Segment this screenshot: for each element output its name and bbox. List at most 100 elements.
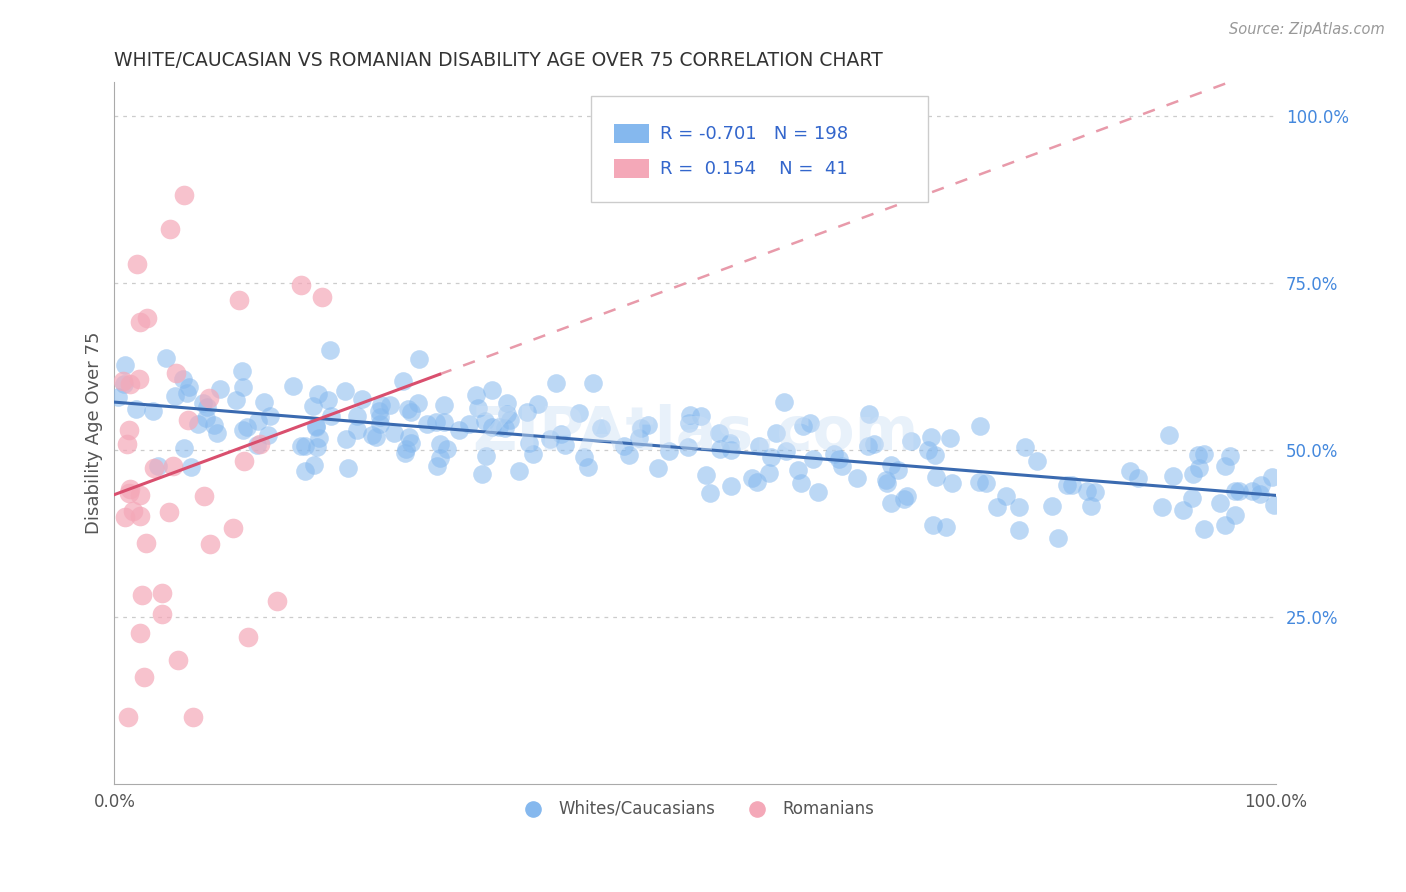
Point (676, 440, 699, 454)
Point (408, 396, 430, 410)
Point (516, 405, 538, 419)
Point (429, 436, 451, 450)
Point (658, 443, 681, 458)
Point (436, 442, 458, 456)
Point (613, 439, 636, 453)
Point (589, 421, 612, 435)
Point (307, 441, 329, 455)
Point (986, 500, 1008, 514)
Point (150, 586, 173, 600)
Point (807, 485, 830, 500)
Point (527, 397, 550, 411)
Point (364, 430, 387, 444)
Point (319, 343, 342, 358)
Point (115, 437, 138, 451)
Point (135, 536, 157, 550)
Point (247, 415, 270, 429)
Point (765, 426, 787, 441)
Point (922, 517, 945, 532)
Point (114, 376, 136, 391)
Point (128, 372, 150, 386)
Point (790, 475, 813, 490)
Point (159, 222, 181, 236)
Point (900, 434, 922, 449)
Point (846, 471, 869, 485)
Point (150, 607, 173, 622)
Text: R = -0.701   N = 198: R = -0.701 N = 198 (661, 125, 849, 143)
Point (1171, 503, 1194, 517)
Point (236, 630, 259, 644)
FancyBboxPatch shape (614, 160, 648, 178)
Point (112, 374, 135, 388)
Point (382, 426, 405, 441)
Point (939, 431, 962, 445)
Point (773, 395, 796, 409)
Point (132, 670, 155, 684)
Point (294, 438, 316, 452)
Point (576, 459, 599, 474)
Text: WHITE/CAUCASIAN VS ROMANIAN DISABILITY AGE OVER 75 CORRELATION CHART: WHITE/CAUCASIAN VS ROMANIAN DISABILITY A… (114, 51, 883, 70)
Point (232, 454, 254, 468)
Point (177, 413, 200, 427)
Point (425, 415, 447, 429)
Point (699, 486, 721, 500)
Point (759, 450, 782, 464)
Point (1225, 484, 1247, 499)
Point (228, 293, 250, 307)
Point (121, 504, 143, 518)
Point (1213, 517, 1236, 532)
Point (321, 409, 343, 423)
Y-axis label: Disability Age Over 75: Disability Age Over 75 (86, 332, 103, 534)
Point (225, 392, 247, 407)
Point (335, 432, 357, 446)
Point (370, 398, 392, 412)
Point (741, 471, 763, 485)
Point (124, 402, 146, 417)
Point (395, 442, 418, 456)
Point (1118, 464, 1140, 478)
Point (253, 395, 276, 409)
Point (679, 408, 702, 422)
Point (481, 383, 503, 397)
Point (747, 475, 769, 490)
Point (875, 473, 897, 487)
Point (828, 451, 851, 466)
Point (1227, 484, 1250, 499)
Point (290, 439, 312, 453)
Point (290, 277, 312, 292)
Point (368, 410, 391, 425)
Point (1056, 478, 1078, 492)
Point (1209, 496, 1232, 510)
Point (433, 398, 456, 412)
Point (392, 374, 415, 388)
Point (499, 413, 522, 427)
Point (886, 463, 908, 477)
Point (630, 421, 652, 435)
Point (408, 351, 430, 366)
Point (550, 427, 572, 442)
Point (748, 439, 770, 453)
Point (249, 436, 271, 450)
Point (627, 431, 650, 445)
Point (758, 466, 780, 480)
Point (142, 461, 165, 475)
Point (311, 290, 333, 304)
Point (335, 384, 357, 399)
Point (941, 475, 963, 490)
Point (205, 425, 228, 440)
Point (538, 433, 561, 447)
Point (181, 710, 204, 724)
Point (720, 443, 742, 458)
Point (893, 492, 915, 507)
Point (876, 475, 898, 490)
Point (1008, 523, 1031, 537)
Text: Source: ZipAtlas.com: Source: ZipAtlas.com (1229, 22, 1385, 37)
Point (221, 521, 243, 535)
Point (969, 475, 991, 490)
Point (1040, 499, 1063, 513)
Point (488, 419, 510, 434)
Point (554, 437, 576, 451)
Point (118, 423, 141, 437)
Point (128, 508, 150, 523)
Point (302, 399, 325, 413)
